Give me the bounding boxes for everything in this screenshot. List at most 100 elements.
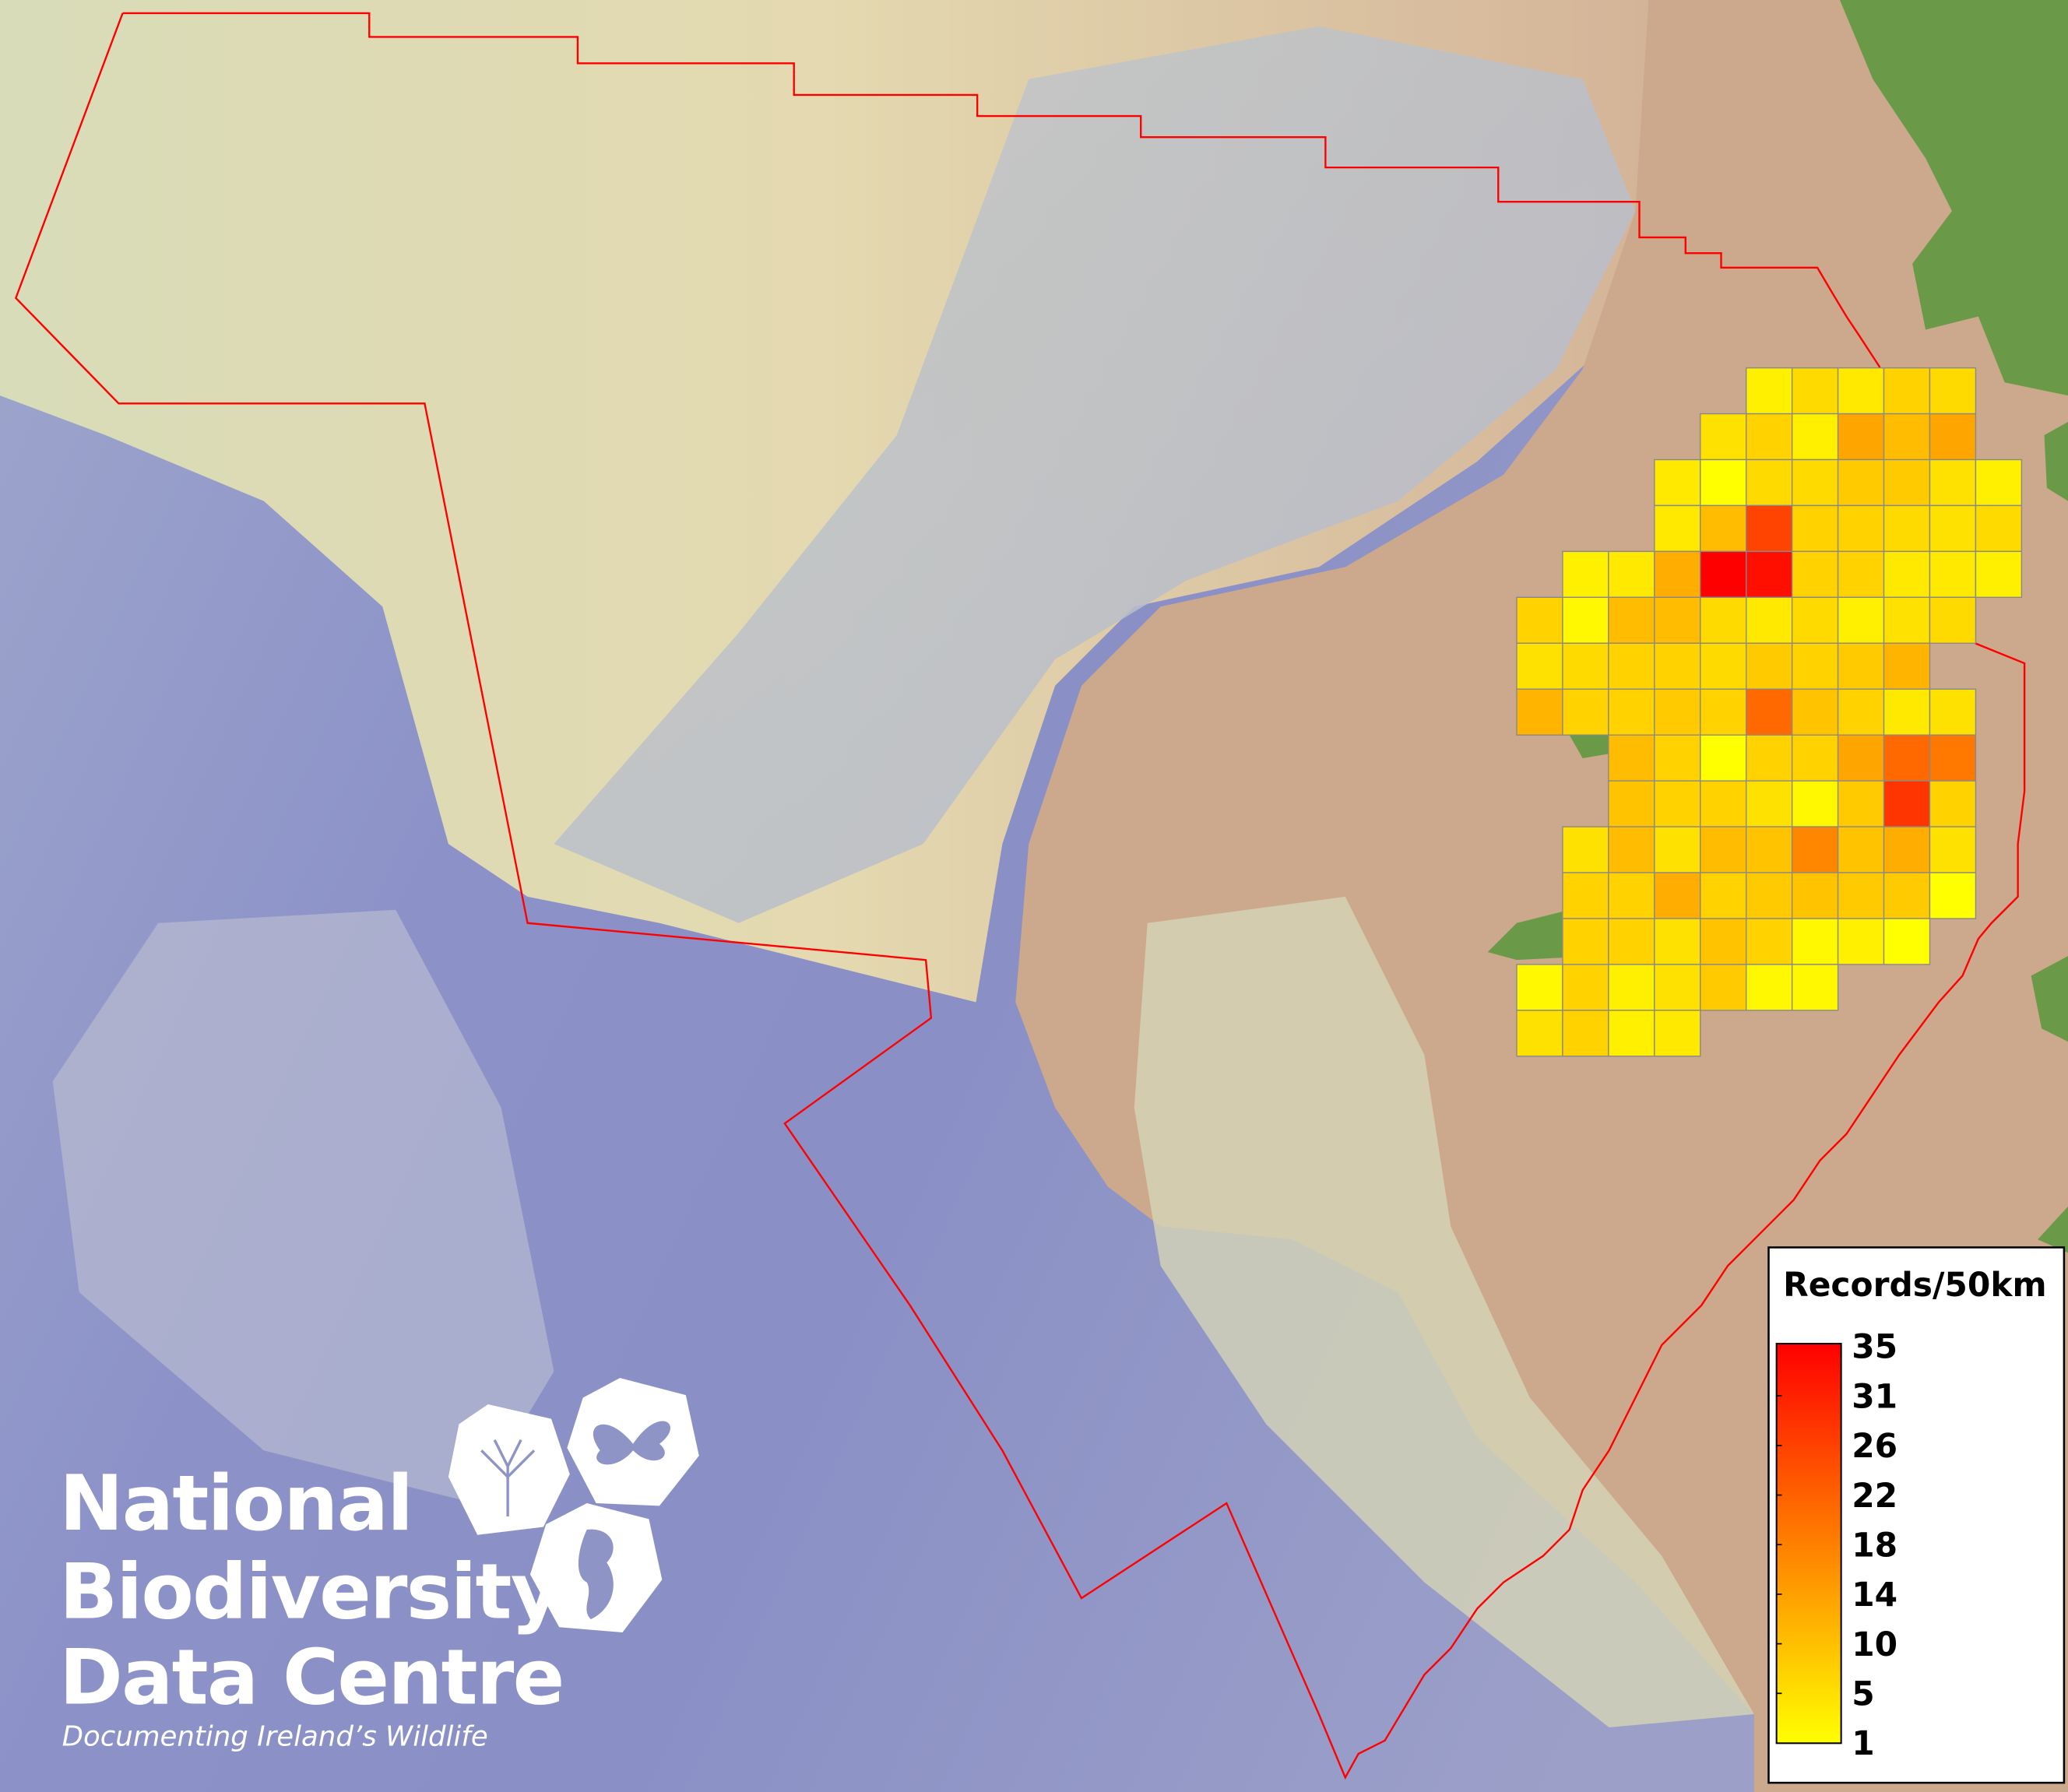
grid-cell (1746, 504, 1793, 553)
grid-cell (1746, 550, 1793, 599)
grid-cell (1929, 550, 1977, 599)
grid-cell (1929, 413, 1977, 461)
grid-cell (1791, 918, 1839, 965)
rockall-plateau (52, 909, 554, 1504)
grid-cell (1837, 367, 1885, 415)
grid-cell (1562, 688, 1609, 736)
legend-tick-label: 14 (1852, 1576, 1897, 1614)
grid-cell (1608, 688, 1655, 736)
grid-cell (1608, 734, 1655, 782)
grid-cell (1837, 596, 1885, 644)
grid-cell (1837, 459, 1885, 507)
grid-cell (1654, 1010, 1701, 1057)
logo-hexagon-butterfly-icon (567, 1378, 699, 1506)
grid-cell (1929, 596, 1977, 644)
grid-cell (1562, 826, 1609, 873)
grid-cell (1883, 504, 1931, 553)
shelf-channel (554, 26, 1636, 923)
grid-cell (1700, 459, 1747, 507)
grid-cell (1746, 826, 1793, 873)
grid-cell (1929, 459, 1977, 507)
legend-title: Records/50km (1783, 1266, 2046, 1304)
grid-cell (1929, 688, 1977, 736)
legend-color-bar (1775, 1343, 1842, 1745)
butterfly-icon (593, 1421, 670, 1465)
legend-tick-label: 31 (1852, 1377, 1897, 1415)
grid-cell (1700, 642, 1747, 690)
tree-icon (480, 1439, 536, 1516)
grid-cell (1746, 688, 1793, 736)
grid-cell (1883, 734, 1931, 782)
grid-cell (1700, 596, 1747, 644)
legend-tick-label: 5 (1852, 1675, 1874, 1713)
grid-cell (1791, 780, 1839, 827)
grid-cell (1883, 367, 1931, 415)
grid-cell (1791, 688, 1839, 736)
grid-cell (1516, 1010, 1563, 1057)
grid-cell (1837, 413, 1885, 461)
england-land-fragment (2044, 422, 2068, 501)
grid-cell (1837, 504, 1885, 553)
grid-cell (1700, 504, 1747, 553)
grid-cell (1746, 872, 1793, 919)
scotland-land (1839, 0, 2068, 396)
legend-tick-label: 1 (1852, 1724, 1874, 1762)
grid-cell (1746, 642, 1793, 690)
grid-cell (1700, 918, 1747, 965)
grid-cell (1562, 596, 1609, 644)
logo-line-biodiversity: Biodiversity (59, 1548, 560, 1636)
grid-cell (1654, 504, 1701, 553)
grid-cell (1608, 780, 1655, 827)
grid-cell (1837, 642, 1885, 690)
grid-cell (1746, 918, 1793, 965)
grid-cell (1746, 780, 1793, 827)
grid-cell (1608, 1010, 1655, 1057)
legend: Records/50km 35 31 26 22 18 14 10 5 1 (1767, 1246, 2066, 1784)
grid-cell (1929, 367, 1977, 415)
grid-cell (1883, 872, 1931, 919)
grid-cell (1700, 688, 1747, 736)
grid-cell (1654, 964, 1701, 1011)
grid-cell (1883, 459, 1931, 507)
grid-cell (1883, 826, 1931, 873)
grid-cell (1791, 826, 1839, 873)
records-grid (1516, 367, 2023, 1057)
nbdc-logo: National Biodiversity Data Centre Docume… (59, 1378, 699, 1753)
eez-boundary-line (14, 12, 2026, 1780)
grid-cell (1700, 826, 1747, 873)
ireland-land-fragment (1487, 909, 1570, 961)
grid-cell (1654, 459, 1701, 507)
grid-cell (1975, 459, 2023, 507)
grid-cell (1746, 596, 1793, 644)
seahorse-icon (578, 1529, 614, 1620)
grid-cell (1975, 504, 2023, 553)
grid-cell (1608, 642, 1655, 690)
grid-cell (1746, 413, 1793, 461)
grid-cell (1700, 413, 1747, 461)
grid-cell (1654, 734, 1701, 782)
legend-tick-label: 10 (1852, 1625, 1897, 1664)
grid-cell (1883, 688, 1931, 736)
grid-cell (1516, 964, 1563, 1011)
grid-cell (1929, 504, 1977, 553)
grid-cell (1608, 964, 1655, 1011)
grid-cell (1700, 964, 1747, 1011)
logo-line-national: National (59, 1460, 412, 1548)
grid-cell (1791, 596, 1839, 644)
grid-cell (1654, 642, 1701, 690)
grid-cell (1562, 964, 1609, 1011)
grid-cell (1929, 734, 1977, 782)
grid-cell (1837, 734, 1885, 782)
grid-cell (1929, 780, 1977, 827)
grid-cell (1562, 1010, 1609, 1057)
grid-cell (1837, 826, 1885, 873)
grid-cell (1791, 642, 1839, 690)
legend-tick-label: 35 (1852, 1328, 1897, 1366)
legend-tick-label: 22 (1852, 1477, 1897, 1515)
grid-cell (1929, 872, 1977, 919)
grid-cell (1654, 550, 1701, 599)
grid-cell (1883, 918, 1931, 965)
grid-cell (1608, 826, 1655, 873)
cornwall-land-fragment (2038, 1206, 2068, 1253)
